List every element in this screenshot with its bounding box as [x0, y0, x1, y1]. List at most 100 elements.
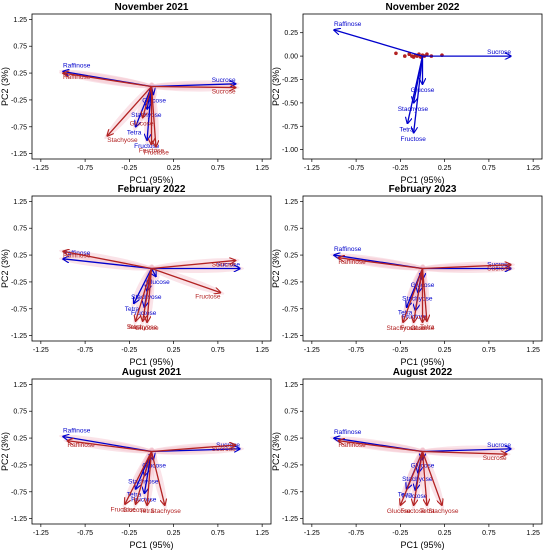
- y-tick-label: 0.75: [13, 409, 27, 416]
- loading-label: Raffinose: [338, 259, 366, 266]
- x-tick-label: 1.25: [526, 530, 540, 537]
- loading-label: Raffinose: [334, 429, 362, 436]
- loading-label: Sucrose: [212, 446, 236, 453]
- loading-arrow: [143, 268, 153, 322]
- y-tick-label: 0.25: [13, 71, 27, 78]
- loading-label: Tetra: [125, 306, 140, 313]
- loading-arrow: [143, 86, 153, 118]
- y-tick-label: -1.25: [11, 516, 27, 523]
- loading-label: Stachyose: [151, 508, 182, 515]
- y-tick-label: -0.25: [11, 97, 27, 104]
- x-tick-label: -1.25: [33, 347, 49, 354]
- y-tick-label: 0.25: [13, 253, 27, 260]
- loading-arrow: [407, 55, 424, 123]
- y-tick-label: 0.25: [13, 436, 27, 443]
- biplot-panel: November 2021 -1.25 -0.75 -0.25 0.25 0.75 1.25…: [0, 2, 272, 185]
- x-tick-label: -0.25: [392, 165, 408, 172]
- y-tick-label: 0.25: [284, 30, 298, 37]
- loading-label: Sucrose: [487, 49, 511, 56]
- loading-label: Tetra: [127, 129, 142, 136]
- x-tick-label: -0.75: [348, 165, 364, 172]
- x-tick-label: -0.75: [77, 530, 93, 537]
- x-tick-label: 0.75: [211, 347, 225, 354]
- y-tick-label: -0.25: [282, 279, 298, 286]
- y-tick-label: 0.75: [284, 226, 298, 233]
- loading-label: Fructose: [400, 325, 426, 332]
- loading-arrow: [400, 451, 424, 506]
- x-tick-label: 1.25: [526, 347, 540, 354]
- loading-arrow: [414, 56, 424, 133]
- x-tick-label: -0.25: [121, 347, 137, 354]
- plot-frame: [302, 13, 543, 160]
- x-tick-label: -0.75: [348, 530, 364, 537]
- y-tick-label: 1.25: [284, 382, 298, 389]
- loading-arrow: [338, 258, 423, 270]
- loading-label: Fructose: [195, 294, 221, 301]
- loading-arrow: [63, 259, 152, 270]
- y-tick-label: -1.25: [282, 516, 298, 523]
- y-tick-label: 1.25: [284, 199, 298, 206]
- x-tick-label: 0.25: [167, 530, 181, 537]
- y-tick-label: 0.75: [13, 44, 27, 51]
- loading-label: Fructose: [400, 508, 426, 515]
- loading-arrow: [421, 451, 427, 506]
- y-axis-title: PC2 (3%): [271, 67, 281, 106]
- loading-label: Raffinose: [338, 442, 366, 449]
- y-tick-label: 0.75: [284, 409, 298, 416]
- x-tick-label: 0.75: [211, 530, 225, 537]
- x-tick-label: 0.75: [482, 165, 496, 172]
- x-axis-title: PC1 (95%): [129, 175, 173, 185]
- y-tick-label: 0.25: [284, 436, 298, 443]
- y-tick-label: -1.25: [11, 151, 27, 158]
- loading-arrow: [414, 268, 424, 323]
- loading-label: Glucose: [387, 508, 411, 515]
- biplot-panel: February 2022 -1.25 -0.75 -0.25 0.25 0.75 1.25…: [0, 184, 272, 367]
- y-tick-label: -0.25: [282, 77, 298, 84]
- x-tick-label: -1.25: [304, 347, 320, 354]
- y-tick-label: 0.75: [13, 226, 27, 233]
- loading-label: Sucrose: [216, 262, 240, 269]
- loading-label: Stachyose: [107, 137, 138, 144]
- loading-label: Tetra: [127, 492, 142, 499]
- x-tick-label: -1.25: [33, 165, 49, 172]
- loading-arrow: [151, 87, 236, 88]
- loading-label: Tetra: [399, 126, 414, 133]
- y-tick-label: -0.75: [11, 306, 27, 313]
- loading-label: Raffinose: [63, 74, 91, 81]
- x-tick-label: 0.75: [482, 347, 496, 354]
- loading-label: Glucose: [142, 97, 166, 104]
- x-tick-label: 0.75: [211, 165, 225, 172]
- loading-arrow: [125, 451, 153, 505]
- x-tick-label: 0.25: [167, 347, 181, 354]
- loading-label: Raffinose: [63, 62, 91, 69]
- loading-arrow: [422, 452, 507, 455]
- loading-label: Glucose: [411, 463, 435, 470]
- loading-label: Glucose: [135, 325, 159, 332]
- loading-label: Glucose: [411, 325, 435, 332]
- x-tick-label: -0.25: [392, 530, 408, 537]
- loading-arrow: [63, 73, 152, 88]
- biplot-panel: February 2023 -1.25 -0.75 -0.25 0.25 0.75 1.25…: [271, 184, 543, 367]
- y-axis-title: PC2 (3%): [0, 432, 10, 471]
- loading-arrow: [421, 451, 442, 506]
- y-tick-label: -0.25: [11, 279, 27, 286]
- x-tick-label: -0.25: [121, 530, 137, 537]
- loading-arrow: [151, 267, 221, 293]
- y-axis-title: PC2 (3%): [0, 67, 10, 106]
- y-tick-label: -0.75: [282, 306, 298, 313]
- x-tick-label: 0.25: [438, 165, 452, 172]
- loading-label: Glucose: [411, 87, 435, 94]
- y-tick-label: -0.75: [282, 124, 298, 131]
- loading-arrow: [107, 86, 152, 136]
- x-tick-label: 1.25: [526, 165, 540, 172]
- biplot-panel: August 2022 -1.25 -0.75 -0.25 0.25 0.75 1.25 1.…: [271, 367, 543, 550]
- y-tick-label: -1.25: [11, 333, 27, 340]
- x-tick-label: -0.25: [392, 347, 408, 354]
- y-tick-label: 1.25: [13, 199, 27, 206]
- loading-arrow: [147, 268, 153, 323]
- y-tick-label: -0.75: [282, 489, 298, 496]
- y-tick-label: -1.00: [282, 147, 298, 154]
- loading-label: Tetra: [127, 324, 142, 331]
- plot-frame: [302, 378, 543, 525]
- panel-title: August 2021: [122, 367, 182, 378]
